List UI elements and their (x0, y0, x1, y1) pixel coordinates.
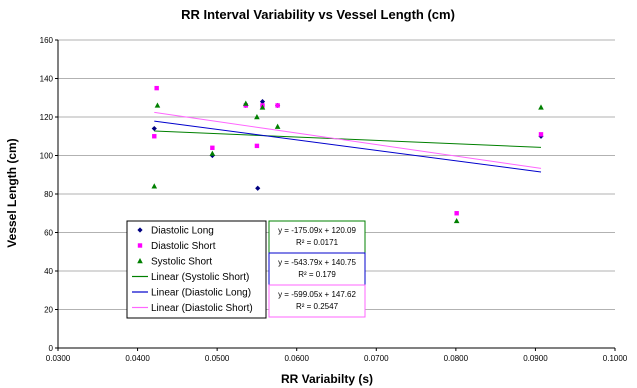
legend-item-label: Diastolic Short (151, 241, 216, 252)
trendline-3 (154, 111, 542, 169)
x-tick-label: 0.1000 (603, 354, 628, 363)
legend-item-label: Linear (Diastolic Short) (151, 303, 253, 314)
x-tick-label: 0.0400 (125, 354, 150, 363)
data-point (242, 100, 249, 106)
legend-marker-swatch (137, 258, 143, 264)
trendline-equation: y = -599.05x + 147.62 (278, 290, 356, 299)
trendline-1 (154, 130, 542, 148)
legend-item-label: Diastolic Long (151, 226, 214, 237)
y-tick-label: 120 (40, 113, 54, 122)
legend-item-label: Linear (Diastolic Long) (151, 288, 251, 299)
equation-box (268, 284, 366, 318)
legend: Diastolic Long Diastolic Short Systolic Sh… (126, 220, 267, 319)
chart-title: RR Interval Variability vs Vessel Length… (181, 7, 455, 22)
data-point (453, 217, 460, 224)
legend-marker-swatch (137, 243, 143, 248)
trendline-2 (154, 120, 542, 173)
data-point (210, 145, 215, 150)
data-point (255, 185, 261, 191)
trendline-equations: y = -175.09x + 120.09 R² = 0.0171 y = -543… (268, 220, 366, 318)
legend-box (126, 220, 267, 319)
data-point (151, 183, 158, 189)
data-point (274, 123, 281, 129)
y-tick-label: 60 (44, 229, 53, 238)
legend-item-label: Linear (Systolic Short) (151, 272, 249, 283)
data-point (254, 114, 260, 120)
y-tick-label: 20 (44, 306, 53, 315)
trendline-r-squared: R² = 0.2547 (296, 302, 339, 311)
data-point (151, 125, 157, 132)
data-point (454, 211, 459, 216)
data-point (254, 143, 260, 149)
y-tick-label: 100 (40, 152, 54, 161)
y-axis-label: Vessel Length (cm) (5, 138, 19, 247)
legend-item-label: Systolic Short (151, 257, 212, 268)
x-axis-label: RR Variabilty (s) (281, 372, 373, 386)
data-point (209, 150, 216, 156)
data-point (154, 102, 161, 108)
trendline-equation: y = -543.79x + 140.75 (278, 258, 356, 267)
y-tick-label: 0 (49, 344, 54, 353)
x-tick-label: 0.0700 (364, 354, 389, 363)
data-point (259, 99, 266, 105)
x-tick-label: 0.0500 (205, 354, 230, 363)
x-tick-label: 0.0300 (46, 354, 71, 363)
trendline-r-squared: R² = 0.179 (298, 270, 336, 279)
trendline-equation: y = -175.09x + 120.09 (278, 226, 356, 235)
equation-box (268, 220, 366, 256)
trendline-r-squared: R² = 0.0171 (296, 238, 339, 247)
y-tick-label: 160 (40, 36, 54, 45)
y-tick-label: 80 (44, 190, 53, 199)
x-tick-label: 0.0600 (284, 354, 309, 363)
y-tick-label: 40 (44, 267, 53, 276)
x-tick-label: 0.0900 (523, 354, 548, 363)
data-point (152, 134, 157, 139)
legend-marker-swatch (137, 227, 143, 233)
data-point (154, 85, 159, 91)
y-tick-label: 140 (40, 75, 54, 84)
x-tick-label: 0.0800 (444, 354, 469, 363)
data-point (259, 104, 266, 110)
equation-box (268, 252, 366, 286)
data-point (538, 104, 544, 110)
data-point (275, 103, 280, 108)
data-point (538, 132, 544, 137)
